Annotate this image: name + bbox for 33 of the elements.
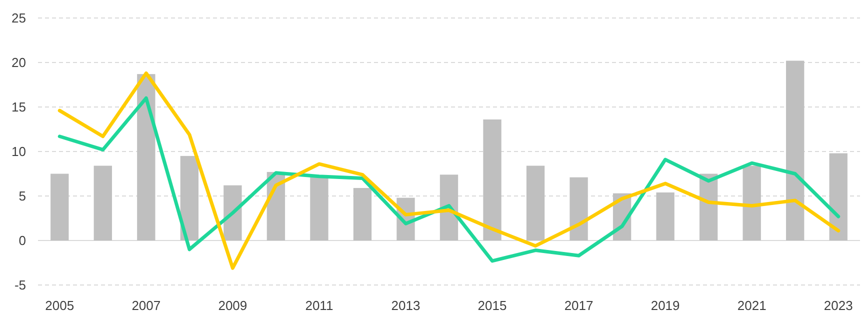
x-tick-label: 2021 — [737, 298, 766, 313]
x-tick-label: 2019 — [650, 298, 680, 313]
y-tick-label: 0 — [18, 233, 26, 248]
x-tick-label: 2017 — [564, 298, 594, 313]
x-tick-label: 2007 — [132, 298, 161, 313]
y-tick-label: 25 — [12, 10, 26, 26]
y-tick-label: 5 — [18, 188, 26, 204]
bar — [94, 166, 112, 240]
line-series — [58, 96, 840, 263]
bar — [224, 185, 242, 240]
bar — [483, 119, 502, 240]
x-tick-label: 2009 — [218, 298, 248, 313]
y-tick-label: 15 — [12, 100, 26, 115]
bar — [310, 176, 328, 240]
x-tick-label: 2023 — [824, 298, 853, 313]
bar — [570, 177, 588, 240]
bar — [742, 166, 761, 240]
bar — [137, 74, 156, 240]
x-tick-label: 2005 — [45, 298, 74, 313]
bar — [180, 156, 199, 240]
y-tick-label: -5 — [14, 278, 26, 293]
bar — [829, 153, 848, 240]
y-tick-label: 20 — [12, 55, 26, 70]
bar — [786, 60, 804, 240]
x-tick-label: 2013 — [391, 298, 420, 313]
x-tick-label: 2011 — [305, 298, 334, 313]
bar — [353, 188, 372, 240]
bar — [656, 192, 674, 240]
y-tick-label: 10 — [12, 144, 26, 160]
line-series — [58, 71, 840, 270]
x-tick-label: 2015 — [478, 298, 507, 313]
bar — [50, 174, 69, 240]
bar — [526, 166, 545, 240]
